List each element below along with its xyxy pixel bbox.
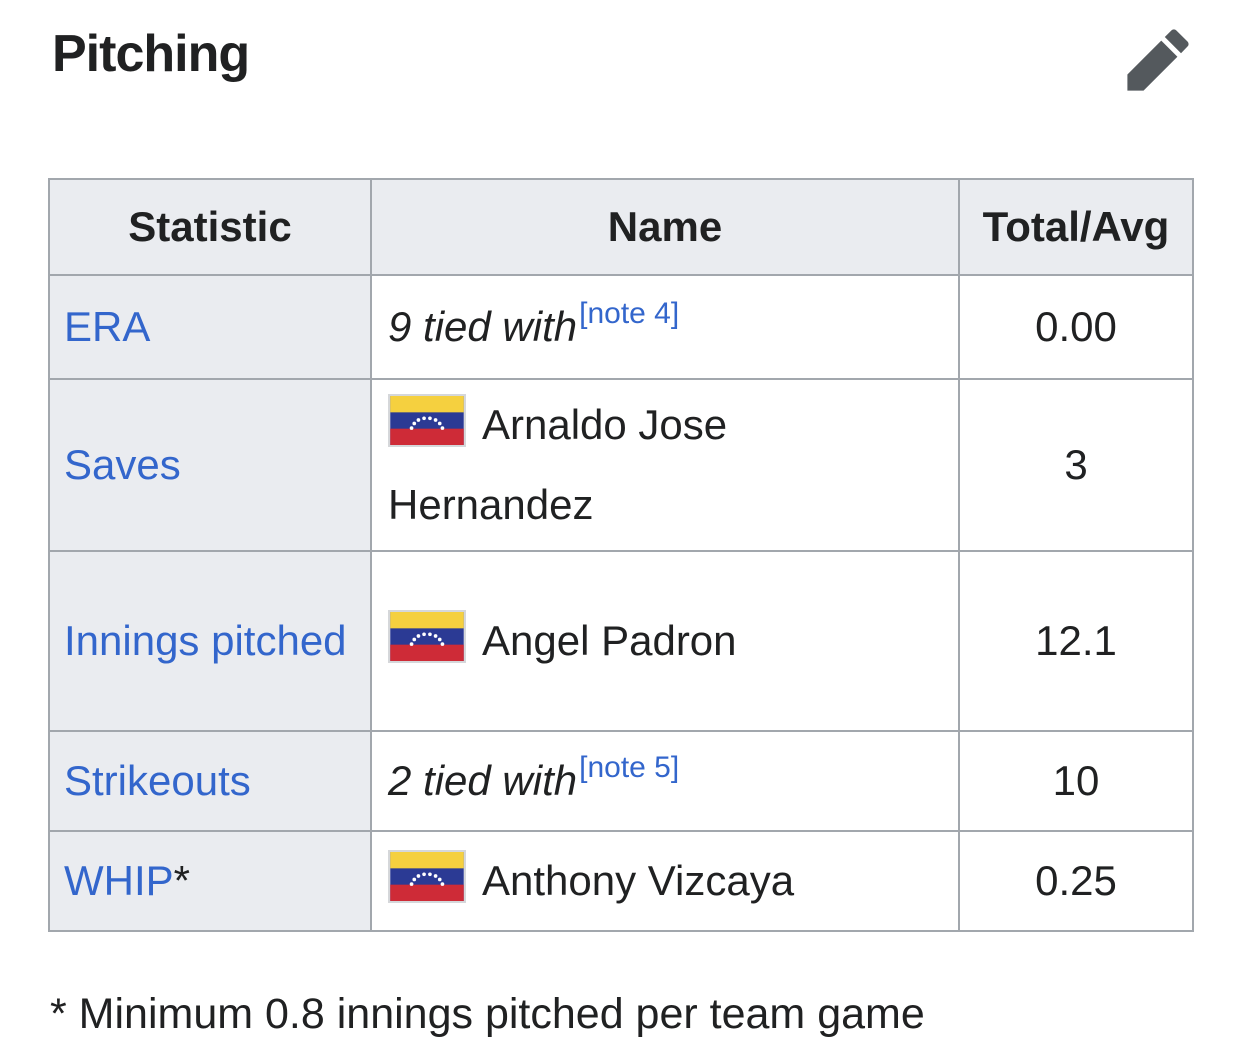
player-name: Anthony Vizcaya [482,857,795,904]
player-name: Arnaldo Jose Hernandez [388,401,728,528]
edit-button[interactable] [1124,22,1192,94]
value-cell: 0.00 [958,274,1194,380]
venezuela-flag-icon [388,610,466,663]
name-cell: 9 tied with[note 4] [370,274,960,380]
statistic-link[interactable]: Strikeouts [64,757,251,804]
pencil-icon [1127,29,1189,91]
table-row: Innings pitched Angel Padron 12.1 [48,550,1194,732]
venezuela-flag-icon [388,850,466,903]
venezuela-flag-icon [388,394,466,447]
table-row: Saves Arnaldo Jose Hernandez 3 [48,378,1194,552]
stats-table-body: ERA 9 tied with[note 4] 0.00 Saves Arnaldo J… [48,274,1194,932]
statistic-link[interactable]: ERA [64,303,151,350]
value-cell: 0.25 [958,830,1194,932]
player-name: Angel Padron [482,617,737,664]
statistic-link[interactable]: Innings pitched [64,617,347,664]
name-cell: 2 tied with[note 5] [370,730,960,832]
table-row: Strikeouts 2 tied with[note 5] 10 [48,730,1194,832]
tied-with-text: 2 tied with [388,757,578,804]
section-header: Pitching [0,0,1242,94]
statistic-cell: WHIP* [48,830,372,932]
stats-table: Statistic Name Total/Avg ERA 9 tied with[no… [48,178,1194,932]
page-title: Pitching [52,25,250,83]
statistic-link[interactable]: WHIP [64,857,174,904]
value-cell: 10 [958,730,1194,832]
asterisk-marker: * [173,857,191,904]
statistic-cell: Saves [48,378,372,552]
name-cell: Arnaldo Jose Hernandez [370,378,960,552]
name-cell: Angel Padron [370,550,960,732]
value-cell: 3 [958,378,1194,552]
table-header-row: Statistic Name Total/Avg [48,178,1194,276]
column-header: Statistic [48,178,372,276]
table-row: ERA 9 tied with[note 4] 0.00 [48,274,1194,380]
statistic-cell: Innings pitched [48,550,372,732]
footnote-superscript: [note 4] [579,292,679,331]
statistic-link[interactable]: Saves [64,441,181,488]
footnote-superscript: [note 5] [579,746,679,785]
tied-with-text: 9 tied with [388,303,578,350]
statistic-cell: Strikeouts [48,730,372,832]
note-link[interactable]: [note 4] [579,297,680,330]
column-header: Total/Avg [958,178,1194,276]
table-row: WHIP* Anthony Vizcaya 0.25 [48,830,1194,932]
statistic-cell: ERA [48,274,372,380]
name-cell: Anthony Vizcaya [370,830,960,932]
note-link[interactable]: [note 5] [579,751,680,784]
column-header: Name [370,178,960,276]
value-cell: 12.1 [958,550,1194,732]
table-footnote: * Minimum 0.8 innings pitched per team g… [50,990,925,1038]
